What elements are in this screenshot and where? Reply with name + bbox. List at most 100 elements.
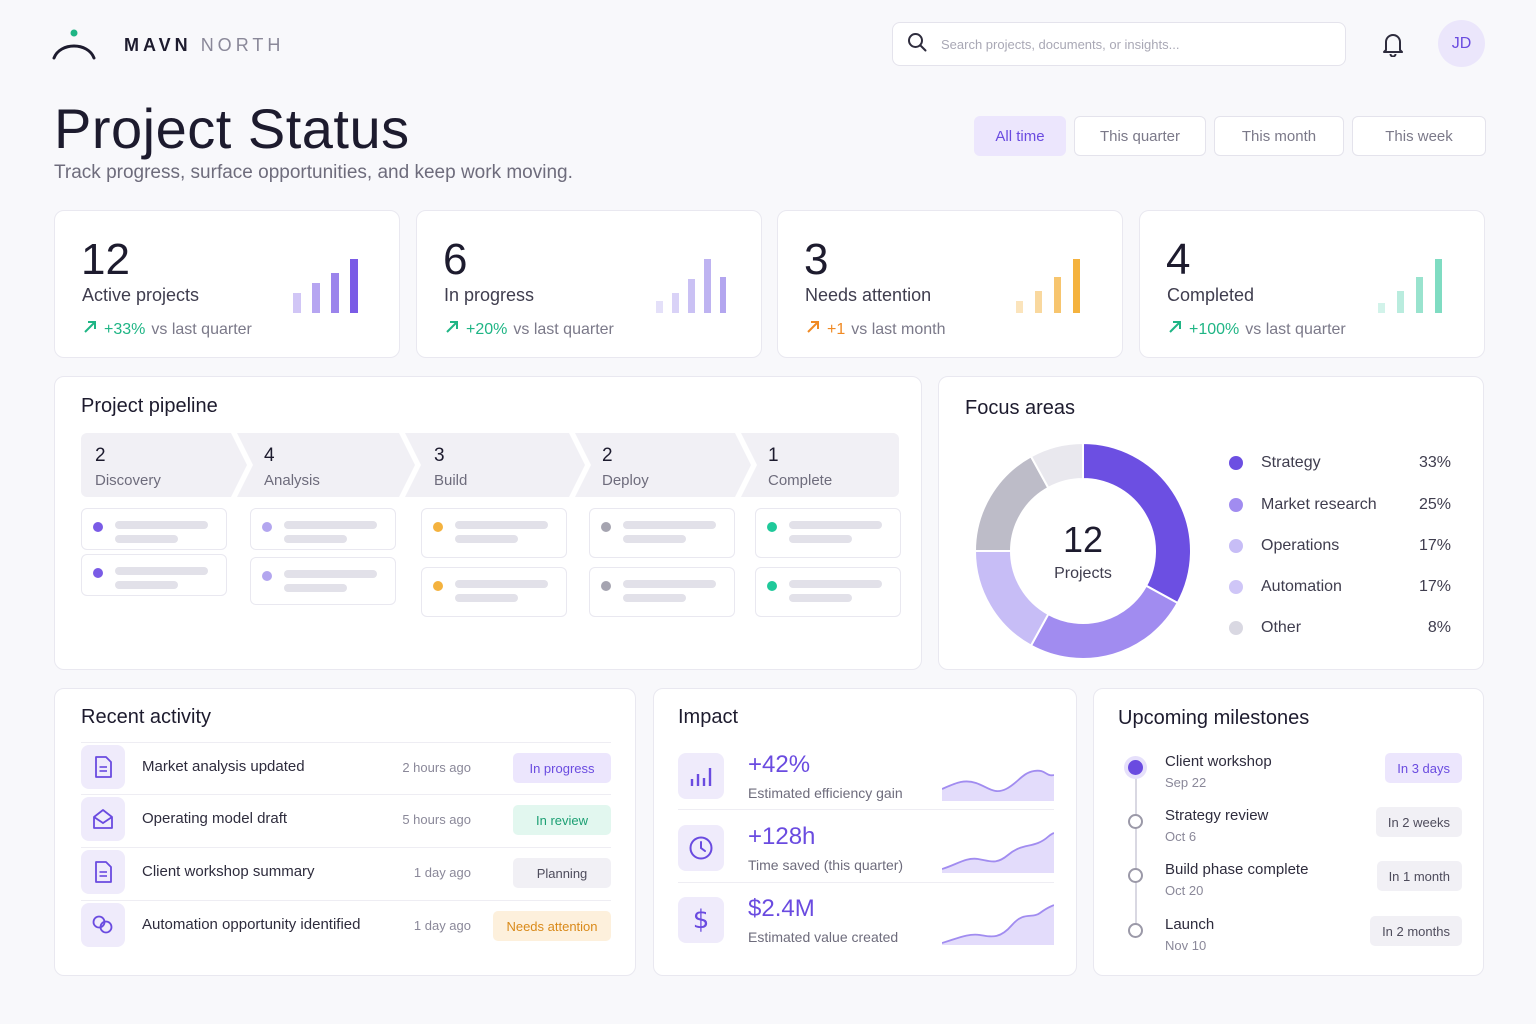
filter-this-month[interactable]: This month [1214, 116, 1344, 156]
impact-row[interactable]: +128h Time saved (this quarter) [678, 823, 1054, 891]
pipeline-card[interactable] [421, 567, 567, 617]
activity-row[interactable]: Automation opportunity identified 1 day … [81, 900, 611, 952]
notification-bell-icon[interactable] [1380, 30, 1406, 58]
trend-up-icon [1167, 319, 1183, 340]
page-subtitle: Track progress, surface opportunities, a… [54, 162, 573, 183]
milestone-date: Oct 6 [1165, 829, 1197, 844]
status-dot [601, 522, 611, 532]
pipeline-card[interactable] [81, 554, 227, 596]
legend-dot [1229, 621, 1243, 635]
pipeline-card[interactable] [250, 508, 396, 550]
activity-row[interactable]: Market analysis updated 2 hours ago In p… [81, 742, 611, 794]
impact-sparkline [942, 904, 1054, 945]
pipeline-card[interactable] [755, 508, 901, 558]
dollar-icon: $ [678, 897, 724, 943]
filter-this-week[interactable]: This week [1352, 116, 1486, 156]
user-avatar[interactable]: JD [1438, 20, 1485, 67]
impact-row[interactable]: $ $2.4M Estimated value created [678, 895, 1054, 963]
stat-card-active-projects[interactable]: 12 Active projects +33% vs last quarter [54, 210, 400, 358]
stat-change-value: +1 [827, 320, 846, 338]
stat-change-period: vs last month [851, 320, 946, 338]
legend-item-other[interactable]: Other 8% [1229, 617, 1451, 639]
status-dot [93, 568, 103, 578]
filter-all-time[interactable]: All time [974, 116, 1066, 156]
impact-row[interactable]: +42% Estimated efficiency gain [678, 751, 1054, 819]
legend-dot [1229, 539, 1243, 553]
trend-up-icon [82, 319, 98, 340]
stat-change-period: vs last quarter [513, 320, 614, 338]
legend-pct: 33% [1418, 454, 1451, 471]
milestone-title: Launch [1165, 916, 1215, 933]
logo-mark-icon [52, 28, 96, 62]
milestone-item[interactable]: Launch Nov 10 In 2 months [1128, 916, 1462, 960]
stage-analysis-label: Analysis [264, 472, 320, 489]
milestone-item[interactable]: Client workshop Sep 22 In 3 days [1128, 753, 1462, 797]
legend-item-strategy[interactable]: Strategy 33% [1229, 452, 1451, 474]
status-badge: Planning [513, 858, 611, 888]
activity-time: 5 hours ago [402, 812, 471, 827]
impact-divider [678, 809, 1054, 810]
stage-complete-label: Complete [768, 472, 833, 489]
donut-center-value: 12 [1062, 519, 1104, 560]
stat-change-period: vs last quarter [1245, 320, 1346, 338]
legend-pct: 17% [1418, 578, 1451, 595]
milestone-date: Nov 10 [1165, 938, 1207, 953]
pipeline-card[interactable] [755, 567, 901, 617]
stat-card-needs-attention[interactable]: 3 Needs attention +1 vs last month [777, 210, 1123, 358]
pipeline-card[interactable] [250, 557, 396, 605]
stat-label: Active projects [82, 285, 200, 305]
activity-title-text: Automation opportunity identified [142, 916, 361, 933]
trend-up-icon [444, 319, 460, 340]
focus-title: Focus areas [965, 397, 1076, 419]
impact-divider [678, 882, 1054, 883]
stat-card-completed[interactable]: 4 Completed +100% vs last quarter [1139, 210, 1485, 358]
legend-dot [1229, 580, 1243, 594]
stage-deploy-count: 2 [602, 445, 613, 466]
milestone-due-badge: In 3 days [1385, 753, 1462, 783]
activity-row[interactable]: Client workshop summary 1 day ago Planni… [81, 847, 611, 899]
donut-slice-other[interactable] [1029, 441, 1084, 490]
stat-change-value: +20% [466, 320, 508, 338]
legend-item-automation[interactable]: Automation 17% [1229, 576, 1451, 598]
brand-logo[interactable]: MAVN NORTH [52, 28, 284, 62]
legend-pct: 17% [1418, 537, 1451, 554]
activity-row[interactable]: Operating model draft 5 hours ago In rev… [81, 794, 611, 846]
legend-pct: 8% [1427, 619, 1451, 636]
impact-label: Estimated value created [748, 929, 899, 945]
trend-up-icon [805, 319, 821, 340]
pipeline-card[interactable] [589, 567, 735, 617]
pipeline-card[interactable] [421, 508, 567, 558]
milestone-item[interactable]: Build phase complete Oct 20 In 1 month [1128, 861, 1462, 905]
stat-change-value: +100% [1189, 320, 1240, 338]
milestone-item[interactable]: Strategy review Oct 6 In 2 weeks [1128, 807, 1462, 851]
brand-name-bold: MAVN [124, 34, 192, 55]
search-input[interactable] [941, 36, 1321, 52]
filter-this-quarter[interactable]: This quarter [1074, 116, 1206, 156]
legend-item-operations[interactable]: Operations 17% [1229, 535, 1451, 557]
mini-bar-chart [1016, 259, 1080, 313]
stage-build-label: Build [434, 472, 468, 489]
status-dot [93, 522, 103, 532]
stat-value: 6 [443, 235, 468, 284]
status-dot [262, 522, 272, 532]
status-badge: Needs attention [493, 911, 611, 941]
stat-card-in-progress[interactable]: 6 In progress +20% vs last quarter [416, 210, 762, 358]
legend-dot [1229, 498, 1243, 512]
pipeline-card[interactable] [81, 508, 227, 550]
status-dot [262, 571, 272, 581]
link-icon [81, 903, 125, 947]
stat-label: In progress [444, 285, 535, 305]
brand-name-light: NORTH [200, 34, 285, 55]
milestone-dot [1128, 760, 1143, 775]
stat-change: +33% vs last quarter [82, 319, 252, 340]
brand-name: MAVN NORTH [124, 35, 284, 56]
search-box[interactable] [892, 22, 1346, 66]
status-badge: In progress [513, 753, 611, 783]
legend-item-market-research[interactable]: Market research 25% [1229, 494, 1451, 516]
impact-sparkline [942, 832, 1054, 873]
mini-bar-chart [293, 259, 358, 313]
status-dot [767, 522, 777, 532]
legend-label: Automation [1261, 578, 1342, 595]
envelope-open-icon [81, 797, 125, 841]
pipeline-card[interactable] [589, 508, 735, 558]
